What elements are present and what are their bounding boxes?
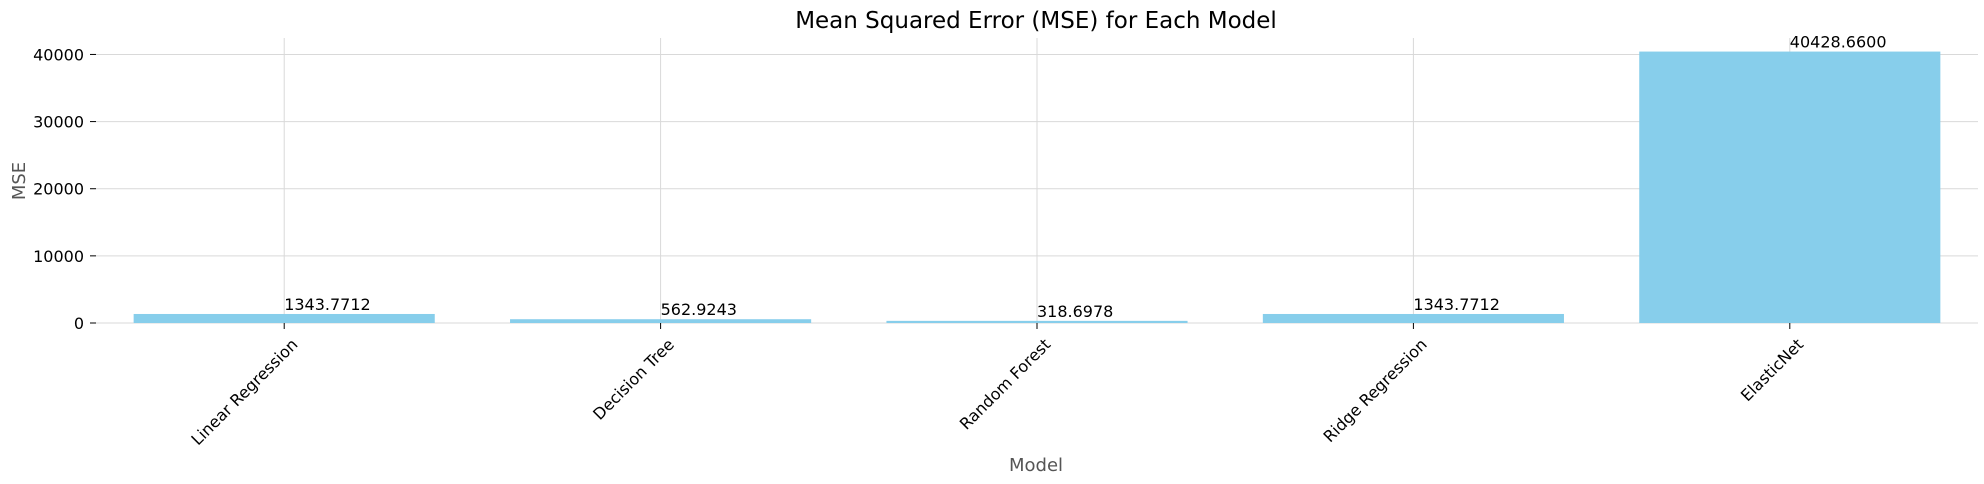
bar (510, 319, 812, 323)
x-tick-label: ElasticNet (1737, 335, 1807, 405)
x-tick-label: Ridge Regression (1319, 335, 1430, 446)
y-axis-label: MSE (9, 162, 30, 200)
y-tick-label: 30000 (33, 113, 84, 132)
bar (886, 320, 1188, 323)
bar (1639, 51, 1941, 324)
data-label: 1343.7712 (284, 295, 371, 314)
x-axis: Linear Regression Decision Tree Random For… (187, 323, 1807, 449)
data-labels: 1343.7712 562.9243 318.6978 1343.7712 40428.… (284, 33, 1886, 321)
x-tick-label: Linear Regression (187, 335, 301, 449)
bars (133, 51, 1941, 324)
y-tick-label: 40000 (33, 45, 84, 64)
bar (1262, 313, 1564, 323)
x-tick-label: Decision Tree (589, 335, 678, 424)
data-label: 40428.6600 (1790, 33, 1887, 52)
y-tick-label: 10000 (33, 247, 84, 266)
y-tick-label: 0 (74, 314, 84, 333)
y-tick-label: 20000 (33, 180, 84, 199)
x-tick-label: Random Forest (956, 335, 1055, 434)
bar (133, 313, 435, 323)
data-label: 562.9243 (661, 300, 737, 319)
chart-title: Mean Squared Error (MSE) for Each Model (795, 8, 1277, 34)
x-axis-label: Model (1009, 455, 1063, 476)
data-label: 318.6978 (1037, 302, 1113, 321)
data-label: 1343.7712 (1413, 295, 1500, 314)
y-axis: 0 10000 20000 30000 40000 (33, 45, 96, 333)
